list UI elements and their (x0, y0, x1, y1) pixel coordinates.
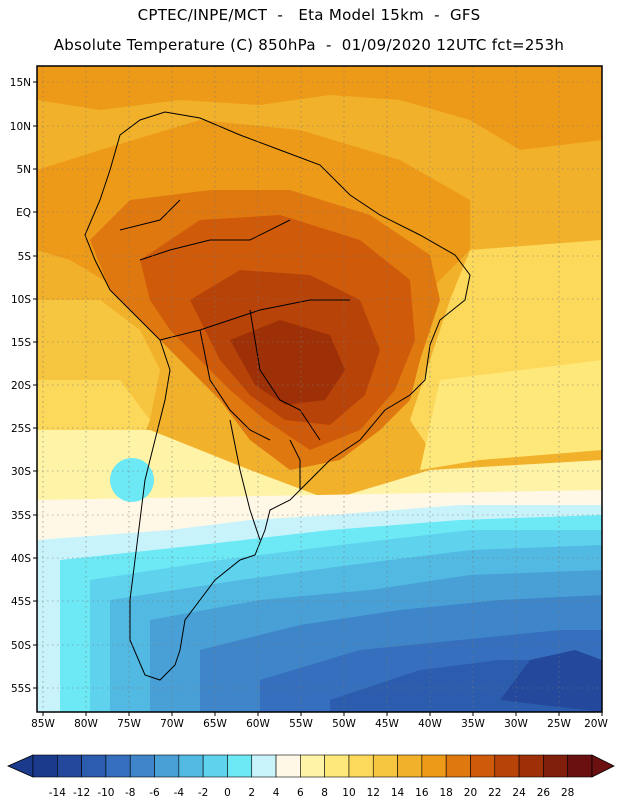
colorbar-swatch (32, 754, 58, 778)
colorbar-swatch (81, 754, 107, 778)
colorbar-tick-label: 8 (321, 787, 328, 799)
colorbar-swatch (129, 754, 155, 778)
colorbar-tick-label: 18 (439, 787, 452, 799)
lon-label: 35W (461, 718, 485, 730)
colorbar-swatch (227, 754, 253, 778)
colorbar-tick-label: -10 (97, 787, 114, 799)
colorbar-arrow-right (591, 754, 615, 778)
axis-ticks (33, 81, 603, 716)
colorbar-tick-label: 10 (342, 787, 355, 799)
lat-label: 10S (11, 294, 31, 306)
lat-label: 15N (10, 77, 31, 89)
map-title: CPTEC/INPE/MCT - Eta Model 15km - GFS (137, 6, 481, 24)
colorbar-arrow-left (7, 754, 34, 778)
lat-label: 45S (11, 596, 31, 608)
lat-label: 10N (10, 121, 31, 133)
lat-label: 15S (11, 337, 31, 349)
lon-label: 65W (203, 718, 227, 730)
colorbar-tick-label: 12 (367, 787, 380, 799)
colorbar-tick-label: 22 (488, 787, 501, 799)
colorbar-swatch (251, 754, 277, 778)
colorbar-swatch (324, 754, 350, 778)
colorbar-swatch (397, 754, 423, 778)
colorbar-swatch (178, 754, 204, 778)
colorbar-swatch (470, 754, 496, 778)
colorbar-swatch (348, 754, 374, 778)
colorbar-swatch (275, 754, 301, 778)
colorbar-swatch (518, 754, 544, 778)
colorbar-tick-label: 4 (273, 787, 280, 799)
lat-label: 50S (11, 640, 31, 652)
lon-label: 70W (160, 718, 184, 730)
colorbar-swatch (494, 754, 520, 778)
lon-label: 40W (418, 718, 442, 730)
map-frame (36, 65, 603, 713)
colorbar-swatch (57, 754, 82, 778)
temperature-field (37, 66, 602, 712)
colorbar-tick-label: -4 (174, 787, 185, 799)
lat-label: 55S (11, 683, 31, 695)
lon-label: 85W (31, 718, 55, 730)
lon-label: 75W (117, 718, 141, 730)
colorbar-tick-label: -12 (73, 787, 90, 799)
colorbar-tick-label: 20 (464, 787, 477, 799)
colorbar-swatch (567, 754, 593, 778)
colorbar-tick-label: 0 (224, 787, 231, 799)
lat-label: 5S (18, 251, 32, 263)
colorbar-tick-label: 26 (537, 787, 551, 799)
lon-label: 60W (246, 718, 270, 730)
colorbar-tick-label: -6 (149, 787, 160, 799)
colorbar-swatch (154, 754, 180, 778)
colorbar-tick-label: -2 (198, 787, 208, 799)
colorbar-tick-label: 6 (297, 787, 304, 799)
colorbar-tick-label: -14 (49, 787, 66, 799)
map-subtitle: Absolute Temperature (C) 850hPa - 01/09/… (53, 36, 565, 54)
colorbar-tick-label: 28 (561, 787, 574, 799)
colorbar-swatch (300, 754, 325, 778)
lat-label: 5N (16, 164, 31, 176)
colorbar-swatch (445, 754, 471, 778)
latitude-labels: 15N 10N 5N EQ 5S 10S 15S 20S 25S 30S 35S… (10, 77, 32, 695)
colorbar-tick-label: 2 (248, 787, 255, 799)
lon-label: 55W (289, 718, 313, 730)
lat-label: 30S (11, 466, 31, 478)
lon-label: 25W (547, 718, 571, 730)
colorbar-tick-label: 24 (512, 787, 526, 799)
colorbar-tick-label: 14 (391, 787, 405, 799)
lat-label: EQ (16, 207, 31, 219)
lon-label: 50W (332, 718, 356, 730)
coastlines (84, 111, 471, 681)
lat-label: 40S (11, 553, 31, 565)
colorbar-tick-label: -8 (125, 787, 135, 799)
colorbar-swatch (543, 754, 568, 778)
colorbar-swatch (372, 754, 398, 778)
colorbar-swatch (421, 754, 447, 778)
lat-label: 25S (11, 423, 31, 435)
longitude-labels: 85W 80W 75W 70W 65W 60W 55W 50W 45W 40W … (31, 718, 608, 730)
colorbar-swatch (105, 754, 131, 778)
colorbar-tick-label: 16 (415, 787, 429, 799)
colorbar-labels: -14 -12 -10 -8 -6 -4 -2 0 2 4 6 8 10 12 14 16 18 20 22 24 26… (49, 787, 575, 799)
colorbar-swatch (202, 754, 228, 778)
lat-label: 20S (11, 380, 31, 392)
lon-label: 20W (584, 718, 608, 730)
lon-label: 45W (375, 718, 399, 730)
gridlines (37, 66, 603, 712)
lat-label: 35S (11, 510, 31, 522)
colorbar (7, 754, 615, 778)
lon-label: 80W (74, 718, 98, 730)
lon-label: 30W (504, 718, 528, 730)
